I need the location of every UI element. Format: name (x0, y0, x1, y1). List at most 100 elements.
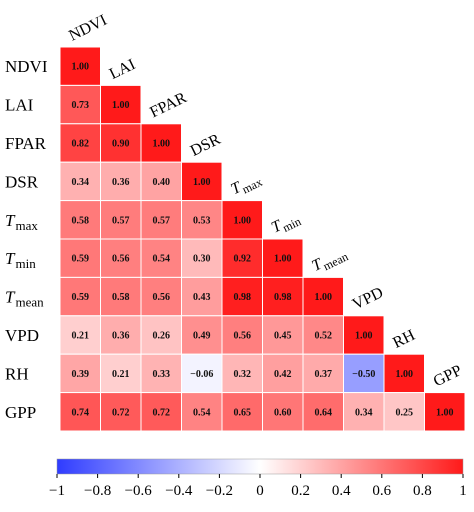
cell-Tmax-LAI (100, 200, 142, 240)
cell-GPP-DSR (181, 392, 223, 432)
cell-value-VPD-Tmax: 0.56 (234, 331, 252, 342)
colorbar-tick-label: 0 (256, 483, 264, 499)
row-label-RH: RH (5, 364, 29, 383)
row-label-LAI: LAI (5, 96, 34, 115)
cell-value-DSR-NDVI: 0.34 (72, 177, 90, 188)
cell-value-DSR-FPAR: 0.40 (153, 177, 171, 188)
cell-RH-RH (383, 353, 425, 394)
cell-GPP-RH (383, 392, 425, 432)
row-label-Tmax: Tmax (5, 211, 38, 233)
colorbar-tick-label: −1 (49, 483, 65, 499)
column-label-DSR: DSR (188, 131, 224, 160)
cell-value-GPP-LAI: 0.72 (112, 407, 130, 418)
label-main: RH (5, 364, 29, 383)
cell-Tmean-NDVI (59, 276, 101, 317)
label-main: FPAR (147, 89, 189, 121)
cell-GPP-NDVI (59, 392, 101, 432)
cell-value-GPP-Tmax: 0.65 (234, 407, 252, 418)
label-main: T (5, 211, 16, 230)
cell-value-Tmean-Tmax: 0.98 (234, 292, 252, 303)
cell-value-Tmean-Tmin: 0.98 (274, 292, 292, 303)
colorbar-tick-label: −0.4 (165, 483, 193, 499)
cell-value-VPD-LAI: 0.36 (112, 331, 130, 342)
row-label-DSR: DSR (5, 172, 39, 191)
label-subscript: mean (321, 249, 351, 273)
cell-GPP-FPAR (140, 392, 182, 432)
cell-value-Tmin-LAI: 0.56 (112, 254, 130, 265)
cell-value-GPP-FPAR: 0.72 (153, 407, 171, 418)
row-label-GPP: GPP (5, 403, 36, 422)
cell-value-VPD-Tmean: 0.52 (315, 331, 333, 342)
cell-value-Tmin-DSR: 0.30 (193, 254, 211, 265)
cell-value-RH-FPAR: 0.33 (153, 369, 171, 380)
label-main: RH (390, 327, 418, 352)
cell-value-Tmax-Tmax: 1.00 (234, 215, 252, 226)
cell-GPP-Tmin (262, 392, 304, 432)
column-label-Tmin: Tmin (269, 209, 303, 240)
colorbar-tick-label: 0.4 (332, 483, 351, 499)
cell-Tmin-FPAR (140, 238, 182, 278)
label-main: GPP (431, 362, 465, 390)
colorbar-tick-label: 0.8 (413, 483, 432, 499)
column-label-FPAR: FPAR (147, 89, 189, 121)
cell-FPAR-FPAR (140, 123, 182, 163)
label-main: VPD (5, 326, 39, 345)
label-subscript: max (15, 218, 38, 233)
cell-value-GPP-GPP: 1.00 (436, 407, 454, 418)
label-subscript: max (240, 175, 265, 197)
column-label-RH: RH (390, 327, 418, 352)
cell-value-RH-VPD: −0.50 (352, 369, 375, 380)
colorbar-tick-label: −0.6 (125, 483, 153, 499)
column-label-Tmax: Tmax (228, 170, 264, 201)
cell-value-VPD-DSR: 0.49 (193, 331, 211, 342)
label-main: VPD (350, 284, 386, 313)
cell-value-FPAR-NDVI: 0.82 (72, 139, 90, 150)
cell-Tmean-Tmean (302, 276, 344, 317)
cell-value-Tmax-FPAR: 0.57 (153, 215, 171, 226)
cell-value-DSR-DSR: 1.00 (193, 177, 211, 188)
row-label-Tmean: Tmean (5, 288, 44, 310)
column-label-VPD: VPD (350, 284, 386, 313)
cell-value-VPD-Tmin: 0.45 (274, 331, 292, 342)
cell-value-Tmean-Tmean: 1.00 (315, 292, 333, 303)
cell-value-DSR-LAI: 0.36 (112, 177, 130, 188)
cell-value-RH-NDVI: 0.39 (72, 369, 90, 380)
cell-value-FPAR-FPAR: 1.00 (153, 139, 171, 150)
cell-Tmin-Tmin (262, 238, 304, 278)
cell-Tmin-NDVI (59, 238, 101, 278)
cell-value-RH-DSR: −0.06 (190, 369, 213, 380)
column-label-NDVI: NDVI (66, 12, 109, 45)
cell-value-FPAR-LAI: 0.90 (112, 139, 130, 150)
row-label-FPAR: FPAR (5, 134, 47, 153)
colorbar-tick-label: 0.2 (291, 483, 310, 499)
cell-value-LAI-NDVI: 0.73 (72, 100, 90, 111)
cell-RH-Tmin (262, 353, 304, 394)
cell-value-Tmin-FPAR: 0.54 (153, 254, 171, 265)
colorbar-gradient (56, 458, 464, 475)
cell-value-GPP-VPD: 0.34 (355, 407, 373, 418)
cell-value-Tmin-NDVI: 0.59 (72, 254, 90, 265)
cell-VPD-VPD (343, 315, 385, 355)
label-main: LAI (5, 96, 34, 115)
cell-value-Tmax-NDVI: 0.58 (72, 215, 90, 226)
label-main: LAI (107, 56, 138, 83)
label-main: DSR (188, 131, 224, 160)
cell-GPP-VPD (343, 392, 385, 432)
cell-value-VPD-FPAR: 0.26 (153, 331, 171, 342)
cell-GPP-LAI (100, 392, 142, 432)
cell-value-VPD-NDVI: 0.21 (72, 331, 90, 342)
cell-value-LAI-LAI: 1.00 (112, 100, 130, 111)
cell-value-Tmean-FPAR: 0.56 (153, 292, 171, 303)
cell-Tmin-Tmax (221, 238, 263, 278)
cell-Tmin-DSR (181, 238, 223, 278)
cell-value-Tmean-LAI: 0.58 (112, 292, 130, 303)
row-label-NDVI: NDVI (5, 57, 48, 76)
cell-value-Tmax-DSR: 0.53 (193, 215, 211, 226)
cell-value-Tmin-Tmin: 1.00 (274, 254, 292, 265)
cell-value-NDVI-NDVI: 1.00 (72, 62, 90, 73)
cell-value-Tmean-NDVI: 0.59 (72, 292, 90, 303)
cell-value-RH-Tmin: 0.42 (274, 369, 292, 380)
cell-value-GPP-DSR: 0.54 (193, 407, 211, 418)
